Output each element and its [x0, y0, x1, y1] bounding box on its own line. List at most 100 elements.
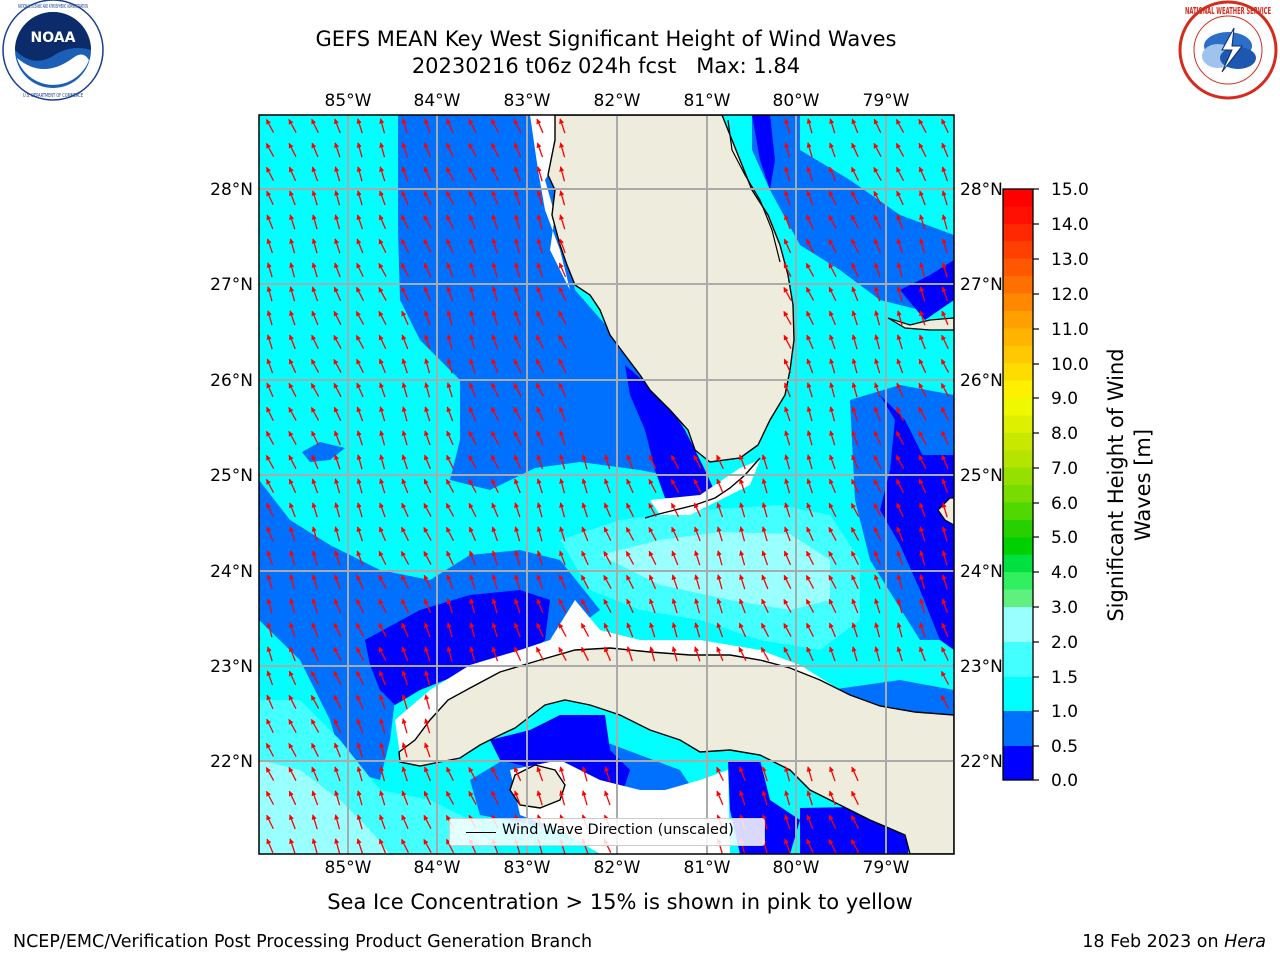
wave-direction-arrow — [828, 526, 837, 541]
lon-tick-label-bottom: 84°W — [414, 858, 461, 878]
wave-direction-arrow — [311, 526, 318, 542]
wave-direction-arrow — [671, 646, 678, 662]
wave-direction-arrow — [851, 334, 858, 350]
wave-direction-arrow — [558, 622, 567, 637]
wave-direction-arrow — [289, 502, 296, 518]
wave-direction-arrow — [805, 286, 815, 301]
wave-direction-arrow — [850, 190, 860, 205]
wave-direction-arrow — [850, 166, 860, 181]
wave-direction-arrow — [401, 358, 408, 374]
wave-direction-arrow — [648, 454, 657, 470]
wave-direction-arrow — [784, 790, 791, 806]
wave-direction-arrow — [873, 430, 882, 446]
wave-direction-arrow — [851, 646, 858, 662]
wave-direction-arrow — [558, 646, 567, 661]
colorbar-tick-label: 8.0 — [1051, 424, 1078, 444]
wave-contour-southwest-max — [259, 760, 390, 854]
colorbar-band — [1003, 554, 1033, 573]
noaa-logo: NOAA NATIONAL OCEANIC AND ATMOSPHERIC AD… — [2, 0, 104, 101]
lon-tick-label-bottom: 79°W — [863, 858, 910, 878]
wave-direction-arrow — [850, 238, 860, 253]
wave-direction-arrow — [401, 502, 409, 518]
wave-direction-arrow — [829, 358, 836, 374]
wave-direction-arrow — [288, 718, 297, 733]
wave-direction-arrow — [536, 502, 543, 518]
wave-direction-arrow — [941, 238, 948, 254]
sea-ice-note-text: Sea Ice Concentration > 15% is shown in … — [327, 890, 913, 914]
wave-direction-arrow — [288, 454, 297, 469]
wave-direction-arrow — [289, 598, 296, 614]
colorbar-band — [1003, 589, 1033, 608]
wave-direction-arrow — [469, 550, 476, 566]
colorbar-band — [1003, 432, 1033, 451]
wave-direction-arrow — [266, 214, 274, 230]
wave-direction-arrow — [806, 430, 813, 446]
wave-direction-arrow — [536, 790, 543, 806]
wave-direction-arrow — [850, 526, 860, 541]
wave-direction-arrow — [289, 262, 296, 278]
wave-direction-arrow — [378, 334, 387, 350]
wave-direction-arrow — [896, 334, 903, 350]
wave-direction-arrow — [918, 166, 927, 182]
colorbar-band — [1003, 258, 1033, 277]
wave-direction-arrow — [626, 478, 634, 494]
wave-direction-arrow — [289, 526, 296, 542]
wave-direction-arrow — [716, 526, 723, 542]
wave-direction-arrow — [289, 550, 296, 566]
wave-direction-arrow — [446, 286, 453, 302]
wave-direction-arrow — [514, 190, 521, 206]
wave-direction-arrow — [333, 598, 342, 614]
wave-direction-arrow — [491, 238, 498, 254]
wave-contour-gulf-west — [398, 115, 700, 490]
colorbar-tick-label: 14.0 — [1051, 215, 1089, 235]
wave-direction-arrow — [739, 502, 746, 518]
wave-direction-arrow — [783, 286, 792, 301]
wave-direction-arrow — [941, 142, 949, 158]
wave-direction-arrow — [514, 598, 521, 614]
wave-direction-arrow — [919, 526, 926, 542]
land-cuba — [398, 647, 954, 854]
wave-direction-arrow — [401, 406, 408, 422]
wave-direction-arrow — [266, 574, 273, 590]
wave-direction-arrow — [311, 574, 318, 590]
wave-direction-arrow — [806, 814, 814, 830]
wave-direction-arrow — [379, 190, 386, 206]
wave-direction-arrow — [491, 166, 499, 182]
wave-low-yucatan-channel — [365, 590, 550, 705]
wave-direction-arrow — [941, 334, 949, 350]
wave-direction-arrow — [468, 166, 477, 181]
lat-tick-label-left: 23°N — [210, 657, 253, 677]
wave-direction-arrow — [401, 478, 409, 494]
wave-direction-arrow — [828, 598, 837, 614]
wave-direction-arrow — [873, 478, 882, 493]
wave-direction-arrow — [469, 286, 476, 302]
wave-direction-arrow — [670, 454, 680, 469]
wave-direction-arrow — [536, 190, 543, 206]
wave-direction-arrow — [874, 646, 881, 662]
wave-direction-arrow — [806, 622, 814, 637]
wave-direction-arrow — [310, 670, 320, 685]
wave-direction-arrow — [446, 550, 454, 566]
wave-direction-arrow — [694, 646, 701, 662]
wave-direction-arrow — [739, 550, 746, 566]
wave-direction-arrow — [828, 190, 837, 206]
wave-direction-arrow — [941, 118, 949, 134]
wave-direction-arrow — [491, 310, 498, 326]
wave-direction-arrow — [739, 574, 746, 590]
wave-direction-arrow — [940, 670, 950, 685]
wave-direction-arrow — [513, 766, 522, 782]
colorbar-band — [1003, 276, 1033, 294]
wave-direction-arrow — [716, 550, 723, 566]
wave-direction-arrow — [536, 142, 544, 158]
colorbar-band — [1003, 537, 1033, 556]
wave-direction-arrow — [919, 310, 926, 326]
wave-direction-arrow — [671, 622, 678, 638]
wave-direction-arrow — [311, 430, 319, 446]
wave-direction-arrow — [491, 358, 499, 374]
wave-direction-arrow — [379, 670, 386, 686]
wave-direction-arrow — [558, 334, 567, 349]
wave-direction-arrow — [266, 622, 273, 638]
wave-direction-arrow — [334, 118, 341, 134]
wave-direction-arrow — [941, 478, 949, 494]
wave-direction-arrow — [558, 358, 567, 373]
